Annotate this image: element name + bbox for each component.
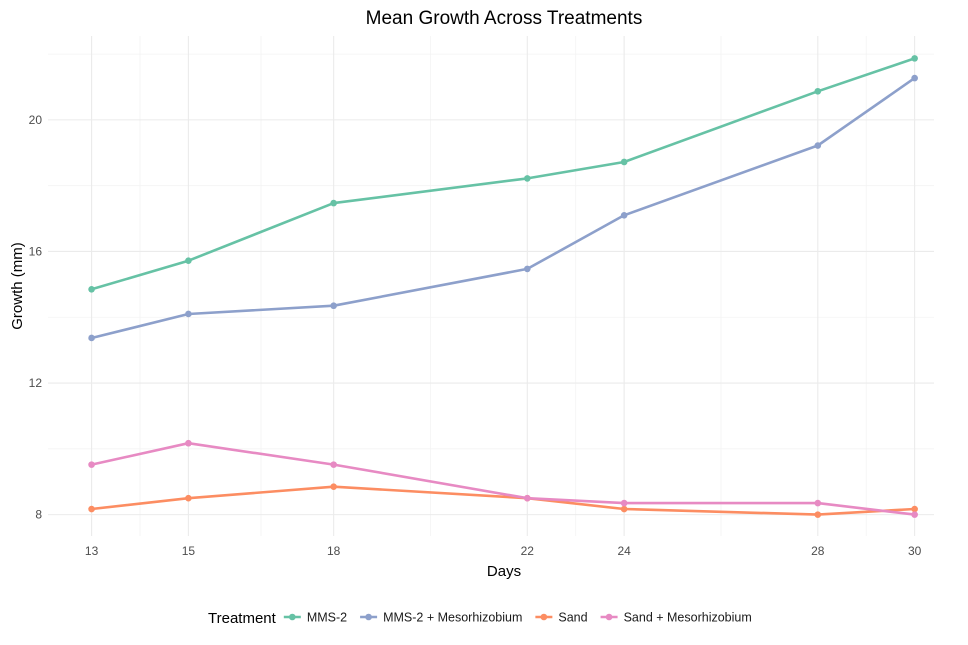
x-tick-label: 28 bbox=[811, 544, 825, 558]
data-point-mms-2 bbox=[814, 87, 822, 95]
y-tick-label: 12 bbox=[29, 376, 43, 390]
series-mms-2-mesorhizobium bbox=[88, 74, 918, 342]
x-axis-title: Days bbox=[487, 563, 521, 580]
x-tick-label: 15 bbox=[182, 544, 196, 558]
legend-item-mms-2-mesorhizobium: MMS-2 + Mesorhizobium bbox=[360, 611, 522, 625]
y-tick-label: 20 bbox=[29, 113, 43, 127]
legend-swatch-point bbox=[605, 613, 613, 621]
x-tick-label: 30 bbox=[908, 544, 922, 558]
series-mms-2 bbox=[88, 55, 918, 293]
series-line-mms-2-mesorhizobium bbox=[91, 77, 916, 340]
series-line-sand-mesorhizobium bbox=[91, 441, 915, 516]
data-point-sand-mesorhizobium bbox=[185, 439, 192, 447]
data-point-sand-mesorhizobium bbox=[524, 494, 531, 502]
data-point-mms-2 bbox=[330, 199, 337, 207]
series-line-sand bbox=[91, 485, 915, 516]
data-point-sand bbox=[814, 511, 822, 518]
data-point-mms-2 bbox=[911, 55, 918, 62]
x-tick-label: 18 bbox=[327, 544, 341, 558]
legend-swatch-point bbox=[289, 613, 296, 621]
x-tick-label: 24 bbox=[617, 544, 631, 558]
data-point-mms-2-mesorhizobium bbox=[620, 211, 628, 219]
data-point-sand-mesorhizobium bbox=[814, 499, 822, 507]
data-point-mms-2-mesorhizobium bbox=[88, 334, 95, 342]
data-point-sand bbox=[330, 483, 337, 490]
legend-item-mms-2: MMS-2 bbox=[283, 611, 347, 625]
legend-title: Treatment bbox=[208, 610, 277, 627]
series-sand bbox=[88, 483, 918, 518]
series-line-mms-2 bbox=[91, 57, 916, 291]
data-point-mms-2-mesorhizobium bbox=[524, 265, 531, 273]
legend-label: Sand bbox=[558, 611, 587, 625]
y-tick-label: 8 bbox=[35, 508, 42, 522]
x-tick-label: 22 bbox=[521, 544, 535, 558]
legend-label: Sand + Mesorhizobium bbox=[624, 611, 752, 625]
legend-item-sand-mesorhizobium: Sand + Mesorhizobium bbox=[600, 611, 752, 625]
data-point-mms-2 bbox=[524, 175, 531, 182]
legend-label: MMS-2 bbox=[307, 611, 347, 625]
y-axis-ticks: 8 12 16 20 bbox=[29, 113, 43, 522]
chart-title: Mean Growth Across Treatments bbox=[366, 8, 643, 29]
legend: Treatment MMS-2 MMS-2 + Mesorhizobium Sand… bbox=[208, 610, 752, 627]
plot-grid bbox=[48, 36, 934, 536]
x-tick-label: 13 bbox=[85, 544, 99, 558]
series-layer bbox=[88, 55, 918, 518]
y-axis-title: Growth (mm) bbox=[9, 242, 26, 330]
x-axis-ticks: 13 15 18 22 24 28 30 bbox=[85, 544, 922, 558]
data-point-sand bbox=[185, 494, 192, 502]
data-point-sand bbox=[911, 505, 918, 513]
data-point-sand bbox=[88, 505, 95, 513]
legend-swatch-point bbox=[540, 613, 548, 621]
legend-swatch-point bbox=[365, 613, 372, 621]
data-point-mms-2 bbox=[620, 158, 628, 166]
data-point-sand-mesorhizobium bbox=[911, 511, 918, 518]
data-point-mms-2-mesorhizobium bbox=[911, 74, 918, 82]
data-point-mms-2 bbox=[88, 285, 95, 293]
series-sand-mesorhizobium bbox=[88, 439, 918, 518]
data-point-sand-mesorhizobium bbox=[330, 461, 337, 468]
legend-item-sand: Sand bbox=[535, 611, 588, 625]
data-point-sand bbox=[620, 505, 628, 513]
legend-label: MMS-2 + Mesorhizobium bbox=[383, 611, 522, 625]
data-point-mms-2-mesorhizobium bbox=[814, 142, 822, 149]
data-point-mms-2-mesorhizobium bbox=[185, 310, 192, 318]
data-point-mms-2 bbox=[185, 257, 192, 264]
y-tick-label: 16 bbox=[29, 244, 43, 258]
data-point-sand-mesorhizobium bbox=[88, 461, 95, 468]
data-point-sand-mesorhizobium bbox=[620, 499, 628, 507]
data-point-mms-2-mesorhizobium bbox=[330, 302, 337, 310]
